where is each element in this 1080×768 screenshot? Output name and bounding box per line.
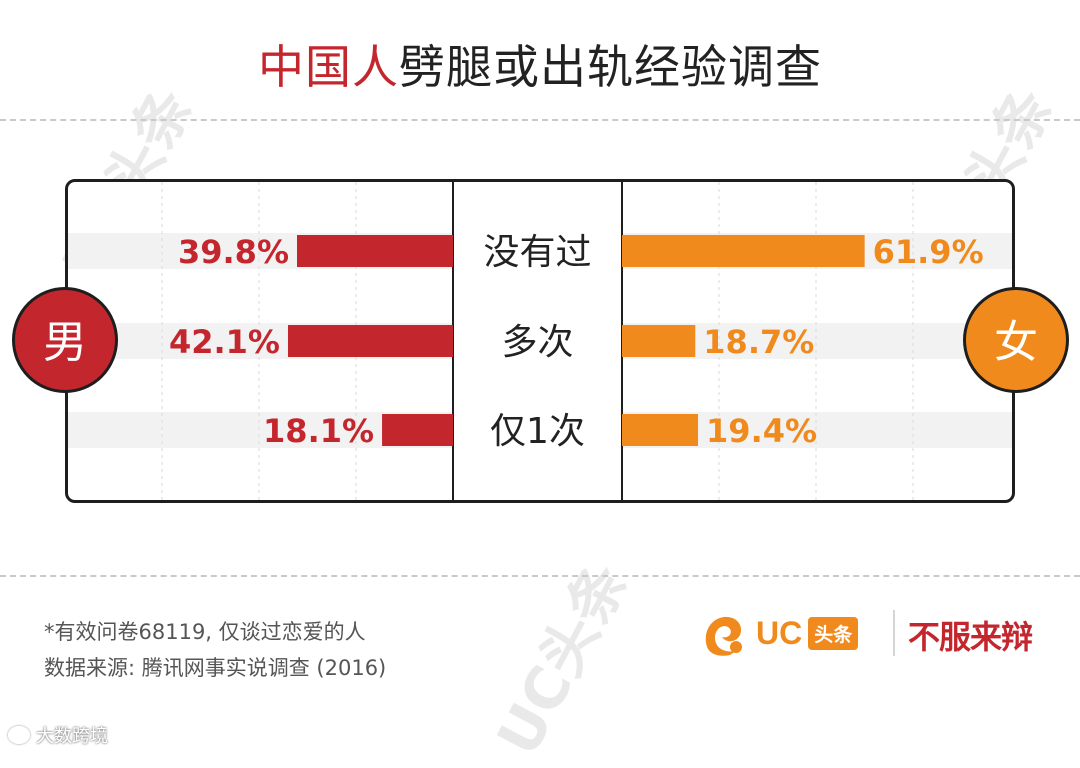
logo-separator [893, 610, 895, 656]
bar-male [382, 414, 453, 446]
title-highlight: 中国人 [258, 40, 399, 94]
bar-female [622, 414, 699, 446]
data-label-male: 39.8% [178, 233, 289, 271]
divider-top [0, 119, 1080, 121]
source-watermark-icon [8, 726, 30, 744]
chart-title: 中国人劈腿或出轨经验调查 [0, 32, 1080, 102]
watermark: UC头条 [483, 552, 641, 767]
category-label: 没有过 [483, 232, 591, 273]
divider-bottom [0, 575, 1080, 577]
bar-female [622, 325, 696, 357]
female-badge: 女 [963, 287, 1069, 393]
chart-plot: 39.8% 61.9% 没有过 42.1% 18.7% 多次 18.1% 19.4% 仅1次 [68, 182, 1012, 500]
source-watermark: 大数跨境 [8, 722, 108, 748]
data-label-female: 19.4% [706, 412, 817, 450]
data-label-female: 61.9% [873, 233, 984, 271]
uc-logo-badge: 头条 [808, 616, 859, 650]
data-label-male: 18.1% [263, 412, 374, 450]
category-label: 多次 [501, 322, 573, 363]
chart-frame: 39.8% 61.9% 没有过 42.1% 18.7% 多次 18.1% 19.4% 仅1次 [65, 179, 1015, 503]
uc-logo: UC 头条 [700, 608, 859, 658]
bar-male [297, 235, 453, 267]
bar-female [622, 235, 865, 267]
data-source: 数据来源: 腾讯网事实说调查 (2016) [44, 656, 387, 680]
title-rest: 劈腿或出轨经验调查 [399, 40, 822, 94]
squirrel-icon [705, 616, 742, 656]
uc-logo-text: UC [756, 614, 803, 651]
male-badge: 男 [12, 287, 118, 393]
data-label-male: 42.1% [169, 323, 280, 361]
bar-male [287, 325, 453, 357]
footnote: *有效问卷68119, 仅谈过恋爱的人 [44, 620, 366, 644]
data-label-female: 18.7% [703, 323, 814, 361]
brand-logo: 不服来辩 [908, 618, 1033, 656]
category-label: 仅1次 [490, 411, 585, 452]
source-watermark-text: 大数跨境 [36, 726, 108, 747]
